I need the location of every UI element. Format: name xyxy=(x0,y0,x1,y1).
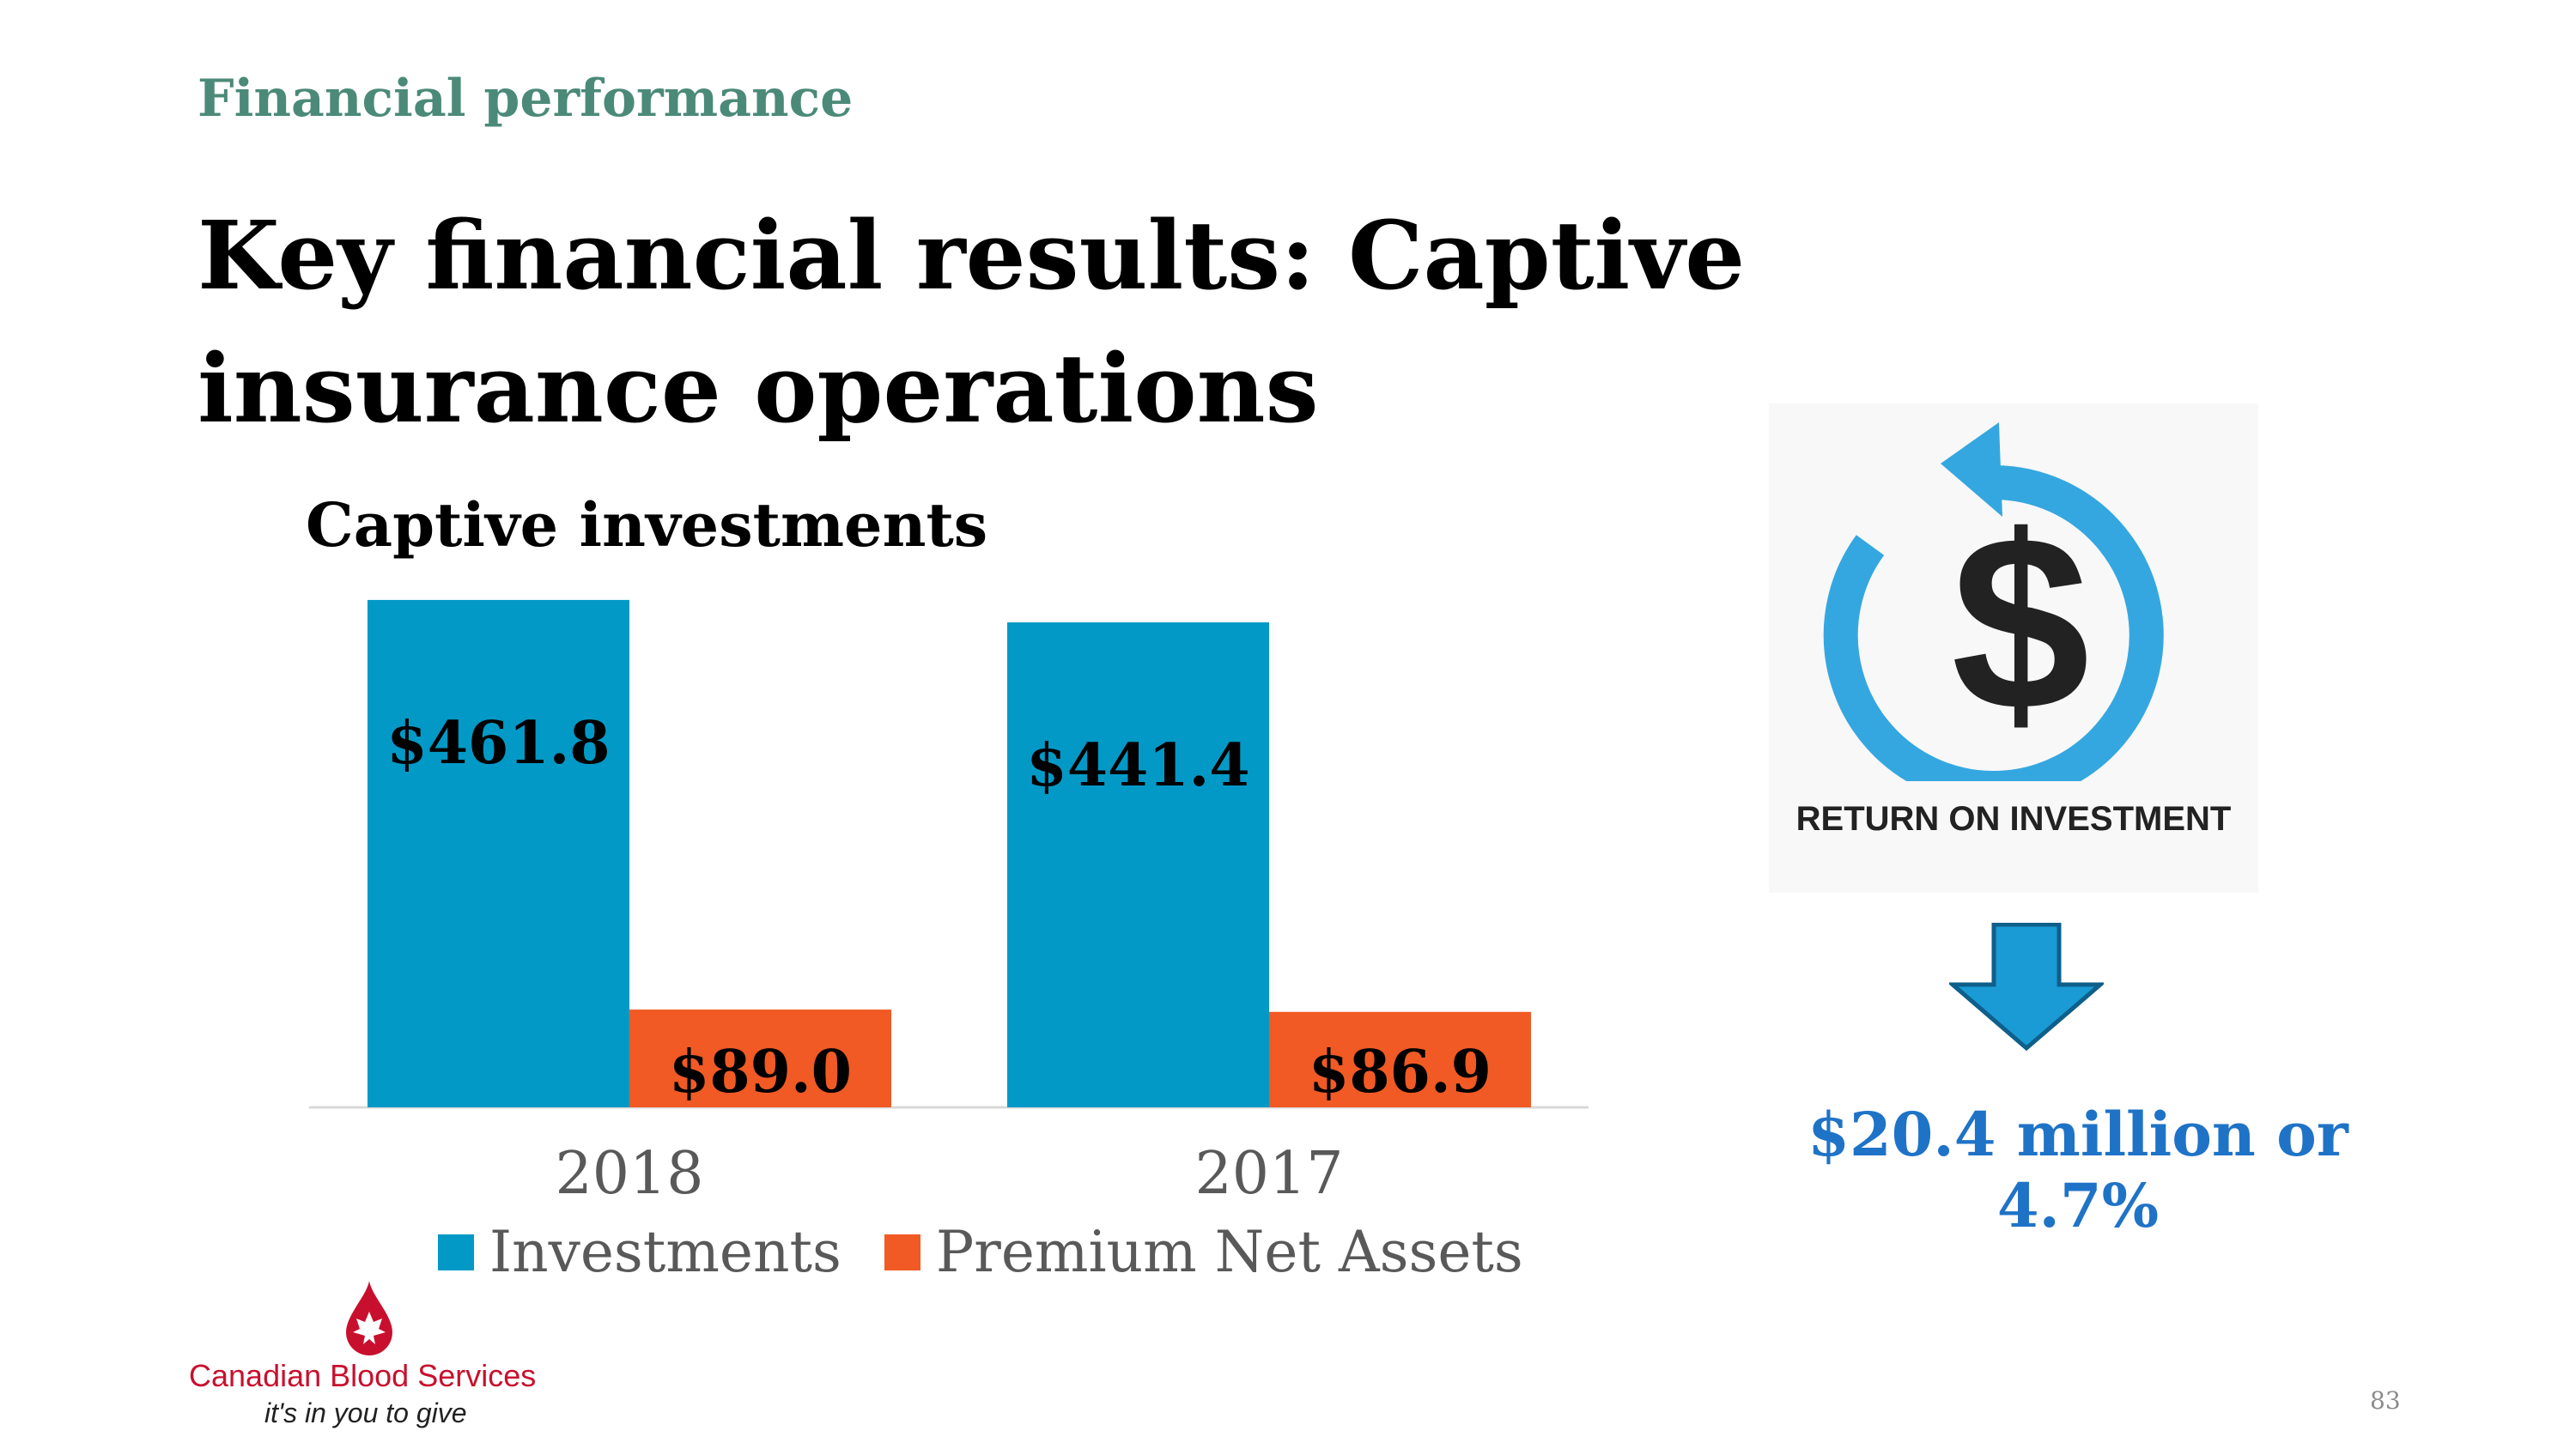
x-tick-label-2018: 2018 xyxy=(555,1140,703,1208)
data-label-investments-2018: $461.8 xyxy=(386,709,610,778)
legend-swatch-premium-net-assets xyxy=(884,1234,920,1270)
legend-swatch-investments xyxy=(438,1234,474,1270)
page-number: 83 xyxy=(2370,1386,2401,1415)
logo-name: Canadian Blood Services xyxy=(189,1358,537,1393)
bar-premium-net-assets-2018 xyxy=(629,1009,891,1107)
bar-investments-2018 xyxy=(368,599,629,1107)
slide-title: Key financial results: Captive insurance… xyxy=(197,200,1746,444)
data-label-premium-net-assets-2018: $89.0 xyxy=(669,1038,852,1106)
roi-caption: RETURN ON INVESTMENT xyxy=(1795,800,2232,838)
chart-legend: Investments Premium Net Assets xyxy=(438,1219,1566,1285)
maple-leaf-drop-icon xyxy=(346,1281,392,1355)
circular-arrow-dollar-icon: $ xyxy=(1823,422,2164,805)
legend-item-premium-net-assets: Premium Net Assets xyxy=(884,1219,1523,1285)
legend-label-premium-net-assets: Premium Net Assets xyxy=(935,1219,1523,1285)
data-label-premium-net-assets-2017: $86.9 xyxy=(1309,1038,1492,1106)
bar-investments-2017 xyxy=(1007,622,1269,1107)
canadian-blood-services-logo: Canadian Blood Services it's in you to g… xyxy=(189,1279,550,1434)
bar-premium-net-assets-2017 xyxy=(1269,1011,1531,1107)
logo-tagline: it's in you to give xyxy=(264,1397,467,1428)
legend-label-investments: Investments xyxy=(489,1219,841,1285)
data-label-investments-2017: $441.4 xyxy=(1026,731,1249,800)
svg-text:$: $ xyxy=(1951,484,2089,762)
arrow-down-icon xyxy=(1949,923,2104,1052)
x-tick-label-2017: 2017 xyxy=(1194,1140,1343,1208)
return-on-investment-icon: $ RETURN ON INVESTMENT xyxy=(1769,403,2258,893)
chart-title: Captive investments xyxy=(306,489,988,561)
legend-item-investments: Investments xyxy=(438,1219,841,1285)
roi-result: $20.4 million or 4.7% xyxy=(1807,1099,2348,1241)
section-label: Financial performance xyxy=(197,69,854,129)
